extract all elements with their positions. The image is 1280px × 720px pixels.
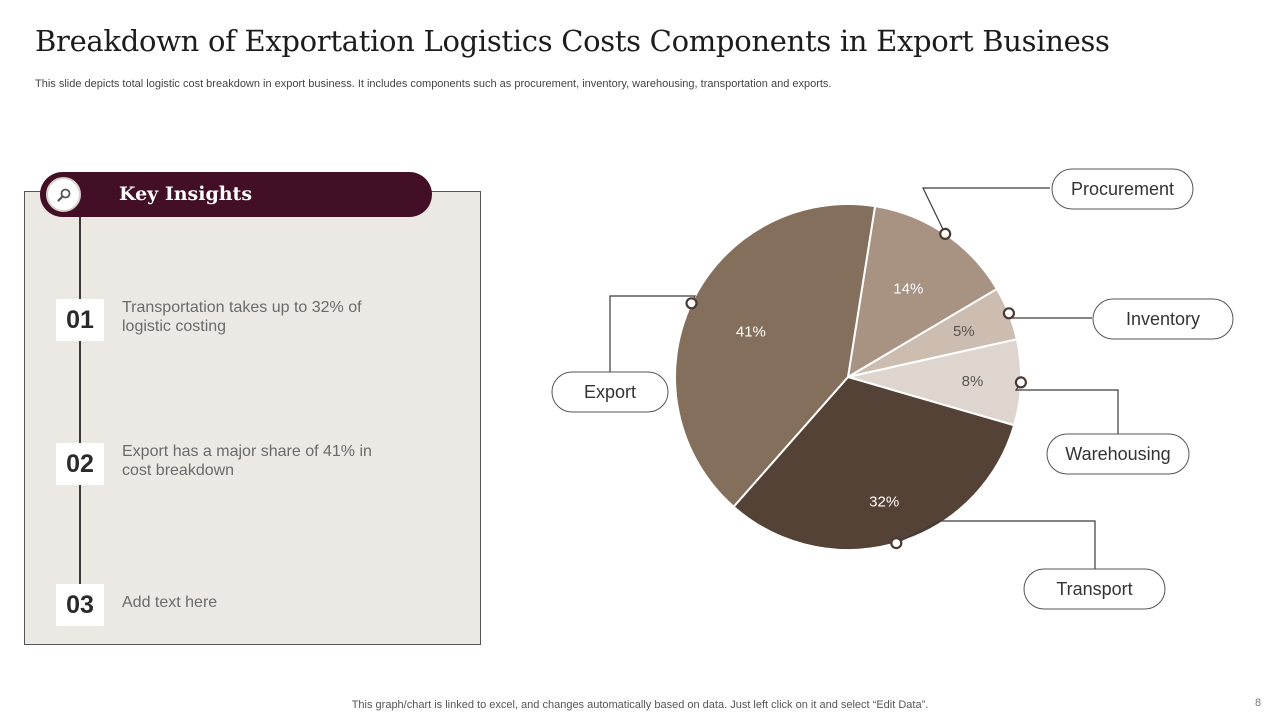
footer-note: This graph/chart is linked to excel, and…	[351, 699, 929, 711]
legend-label-inventory: Inventory	[1126, 309, 1200, 329]
callout-dot	[685, 297, 698, 310]
pie-value-label: 41%	[736, 323, 766, 340]
callout-pill	[1051, 168, 1194, 210]
insight-number: 02	[56, 443, 104, 485]
pie-value-label: 5%	[953, 323, 975, 340]
callout-pill	[1023, 568, 1166, 610]
insight-number: 01	[56, 299, 104, 341]
callout-dot	[1014, 376, 1027, 389]
legend-label-warehousing: Warehousing	[1065, 444, 1170, 464]
page-title: Breakdown of Exportation Logistics Costs…	[35, 24, 1110, 58]
legend-label-procurement: Procurement	[1071, 179, 1174, 199]
insights-panel	[24, 191, 481, 645]
insights-header: Key Insights	[40, 172, 432, 217]
callout-dot	[1002, 307, 1015, 320]
callout-line	[1008, 313, 1092, 319]
callout-dot	[890, 537, 903, 550]
legend-label-export: Export	[584, 382, 636, 402]
callout-line	[896, 520, 1096, 570]
insight-text: Add text here	[122, 594, 218, 611]
insight-text: Transportation takes up to 32% of logist…	[122, 299, 362, 335]
page-number: 8	[1255, 697, 1262, 709]
pie-value-label: 32%	[869, 494, 899, 511]
legend-label-transport: Transport	[1056, 579, 1132, 599]
callout-line	[922, 187, 1050, 235]
callout-line	[1014, 382, 1119, 435]
timeline-line	[79, 217, 81, 622]
callout-pill	[1046, 433, 1190, 475]
callout-dot	[939, 227, 952, 241]
pie-chart: 14% 5% 8% 32% 41% Procurement Inventory Wareho…	[551, 168, 1234, 610]
insights-title: Key Insights	[119, 183, 253, 205]
callout-pill	[1092, 298, 1234, 340]
insight-number: 03	[56, 584, 104, 626]
pie-value-label: 8%	[962, 373, 984, 390]
magnifier-icon	[46, 177, 81, 212]
page-subtitle: This slide depicts total logistic cost b…	[35, 78, 832, 90]
insight-text: Export has a major share of 41% in cost …	[122, 443, 372, 479]
pie-value-label: 14%	[893, 280, 923, 297]
callout-pill	[551, 371, 669, 413]
